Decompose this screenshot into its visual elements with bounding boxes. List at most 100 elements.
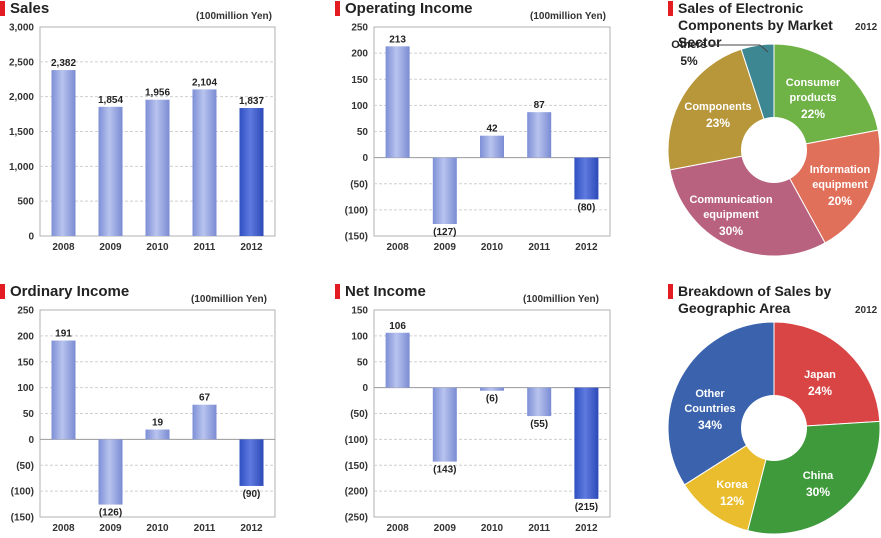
data-label: (90) <box>243 489 261 500</box>
unit-label: (100million Yen) <box>530 11 606 22</box>
x-tick-label: 2012 <box>240 242 263 253</box>
slice-percent: 22% <box>801 107 825 121</box>
x-tick-label: 2008 <box>52 523 75 534</box>
y-tick-label: 250 <box>351 23 368 34</box>
chart-title: Net Income <box>335 283 426 300</box>
x-tick-label: 2011 <box>528 523 550 534</box>
data-label: (215) <box>575 502 598 513</box>
slice-label: products <box>789 92 836 104</box>
data-label: 19 <box>152 418 164 429</box>
sales-panel: Sales (100million Yen) 0 500 1,000 1,500 2,0… <box>0 0 290 265</box>
slice-label: Countries <box>684 403 735 415</box>
slice-label: Consumer <box>786 77 841 89</box>
slice-percent: 24% <box>808 384 832 398</box>
y-tick-label: (50) <box>350 409 368 420</box>
data-label: (55) <box>530 419 548 430</box>
x-tick-label: 2012 <box>575 523 598 534</box>
x-tick-label: 2009 <box>99 242 122 253</box>
data-label: (80) <box>578 202 596 213</box>
x-tick-label: 2009 <box>99 523 122 534</box>
x-tick-label: 2011 <box>194 523 216 534</box>
bar <box>480 387 504 391</box>
slice-label: equipment <box>812 179 868 191</box>
y-tick-label: 200 <box>351 49 368 60</box>
chart-title: Sales of Electronic Components by Market… <box>668 0 878 51</box>
pie-slice <box>773 321 881 429</box>
x-tick-label: 2009 <box>434 242 457 253</box>
y-tick-label: 0 <box>28 435 34 446</box>
bar <box>145 429 170 440</box>
y-tick-label: 0 <box>362 153 368 164</box>
y-tick-label: (250) <box>345 513 368 524</box>
market-sector-pie-chart: Consumer products 22% Information equipment 2… <box>668 39 881 257</box>
x-tick-label: 2012 <box>240 523 263 534</box>
y-tick-label: 100 <box>351 101 368 112</box>
net-income-panel: Net Income (100million Yen) (250) (200) (1… <box>335 283 625 538</box>
slice-label: Japan <box>804 369 836 381</box>
data-label: (6) <box>486 394 498 405</box>
unit-label: (100million Yen) <box>191 294 267 305</box>
y-tick-label: 2,500 <box>9 57 34 68</box>
slice-label: Components <box>684 101 751 113</box>
y-tick-label: 2,000 <box>9 92 34 103</box>
y-tick-label: (100) <box>345 205 368 216</box>
leader-line <box>759 44 769 53</box>
chart-title: Operating Income <box>335 0 473 17</box>
x-tick-label: 2011 <box>194 242 216 253</box>
slice-percent: 12% <box>720 494 744 508</box>
market-sector-panel: Sales of Electronic Components by Market… <box>668 0 881 265</box>
data-label: 67 <box>199 393 211 404</box>
data-label: (127) <box>433 227 456 238</box>
slice-percent: 34% <box>698 418 722 432</box>
unit-label: (100million Yen) <box>523 294 599 305</box>
data-label: 2,104 <box>192 77 217 88</box>
y-tick-label: 50 <box>357 357 369 368</box>
chart-title: Breakdown of Sales by Geographic Area <box>668 283 863 317</box>
bar <box>574 157 599 200</box>
data-label: 1,854 <box>98 95 123 106</box>
chart-title: Sales <box>0 0 49 17</box>
x-tick-label: 2008 <box>386 523 409 534</box>
y-tick-label: (100) <box>11 487 34 498</box>
y-tick-label: (150) <box>345 461 368 472</box>
slice-percent: 5% <box>680 54 698 68</box>
x-tick-label: 2010 <box>481 523 504 534</box>
y-tick-label: 500 <box>17 197 34 208</box>
x-tick-label: 2012 <box>575 242 598 253</box>
ordinary-income-panel: Ordinary Income (100million Yen) (150) (1… <box>0 283 290 538</box>
y-tick-label: (100) <box>345 435 368 446</box>
x-tick-label: 2010 <box>481 242 504 253</box>
x-tick-label: 2010 <box>146 523 169 534</box>
slice-label: Information <box>810 164 871 176</box>
slice-percent: 23% <box>706 116 730 130</box>
slice-label: Korea <box>716 479 748 491</box>
bar <box>51 70 76 236</box>
slice-percent: 20% <box>828 194 852 208</box>
y-tick-label: 0 <box>28 232 34 243</box>
operating-income-bar-chart: (150) (100) (50) 0 50 100 150 200 250 213 2008 (127… <box>345 23 611 253</box>
y-tick-label: 100 <box>351 331 368 342</box>
data-label: 42 <box>486 124 498 135</box>
slice-label: Other <box>695 388 725 400</box>
pie-slice <box>773 43 879 151</box>
x-tick-label: 2010 <box>146 242 169 253</box>
data-label: 106 <box>389 321 406 332</box>
y-tick-label: 150 <box>17 357 34 368</box>
bar <box>527 387 552 417</box>
y-tick-label: (150) <box>11 513 34 524</box>
bar <box>385 332 410 388</box>
y-tick-label: 1,000 <box>9 162 34 173</box>
y-tick-label: 100 <box>17 383 34 394</box>
y-tick-label: 200 <box>17 331 34 342</box>
geographic-panel: Breakdown of Sales by Geographic Area 20… <box>668 283 881 538</box>
bar <box>432 387 457 462</box>
data-label: 2,382 <box>51 58 76 69</box>
chart-title: Ordinary Income <box>0 283 129 300</box>
slice-percent: 30% <box>719 224 743 238</box>
y-tick-label: 50 <box>23 409 35 420</box>
donut-hole <box>741 117 807 183</box>
y-tick-label: 250 <box>17 306 34 317</box>
y-tick-label: (200) <box>345 487 368 498</box>
data-label: 213 <box>389 34 406 45</box>
y-tick-label: 3,000 <box>9 23 34 34</box>
